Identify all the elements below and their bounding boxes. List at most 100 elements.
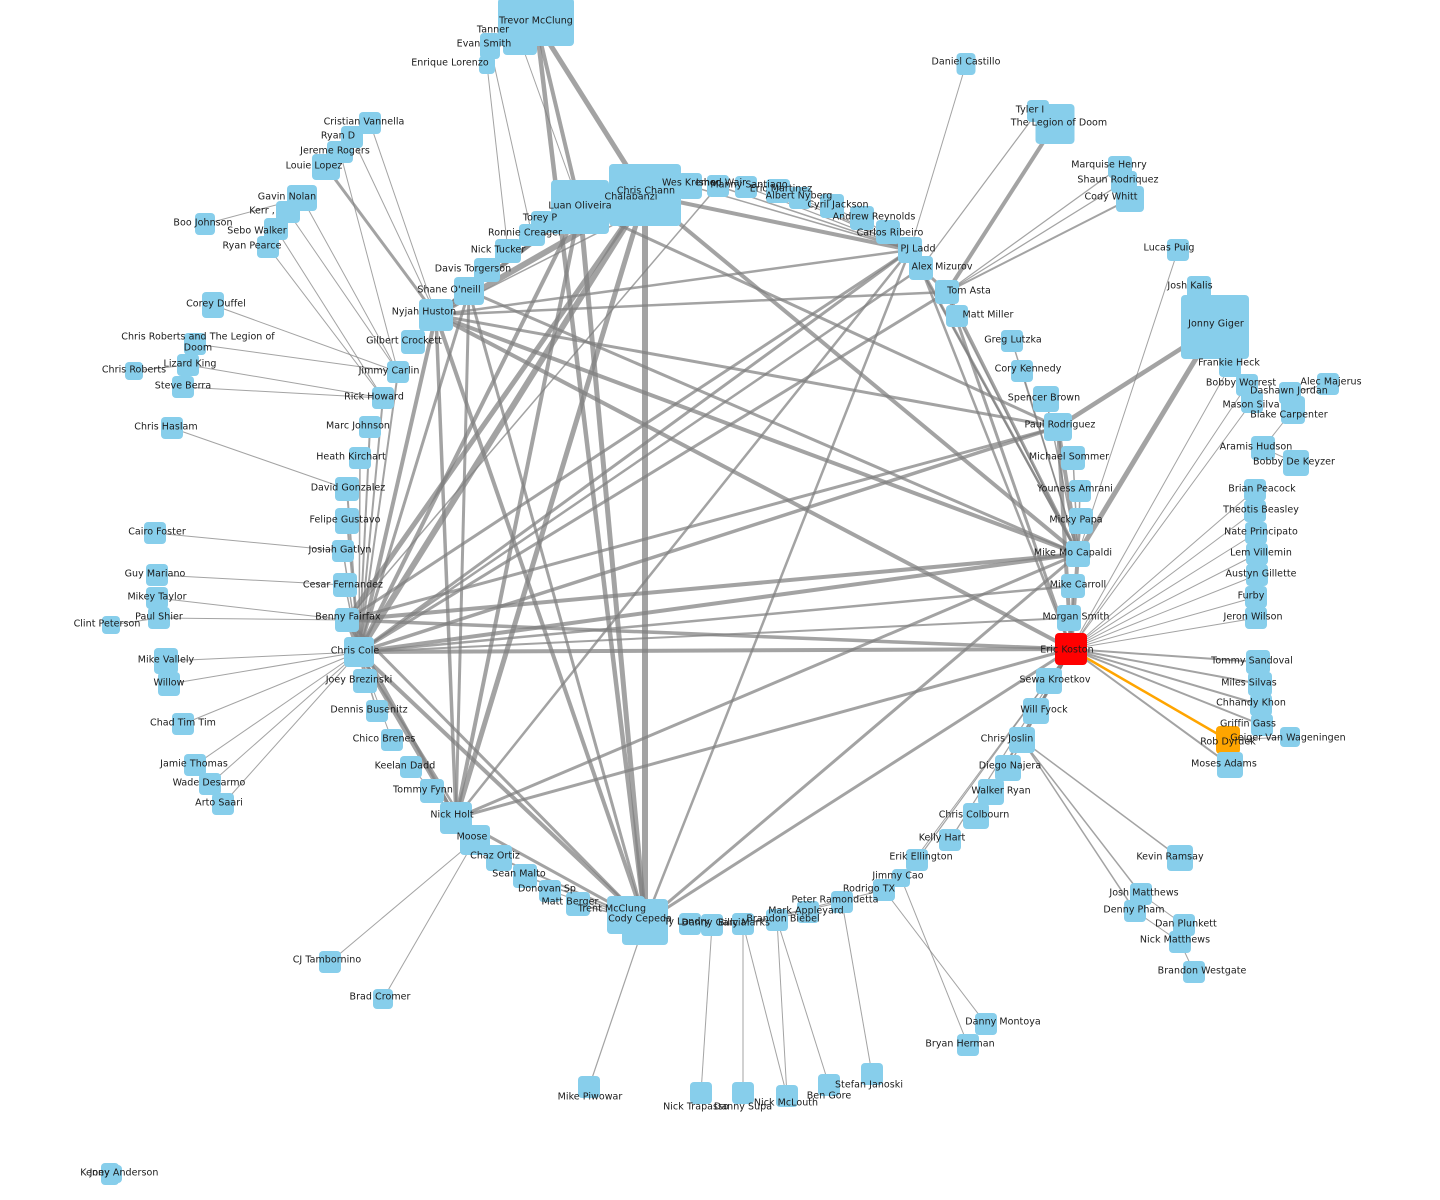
graph-node[interactable] bbox=[161, 417, 183, 439]
graph-node[interactable] bbox=[861, 1063, 883, 1085]
graph-node[interactable] bbox=[963, 803, 989, 829]
graph-node[interactable] bbox=[1216, 726, 1240, 754]
graph-node[interactable] bbox=[1187, 276, 1211, 300]
graph-node[interactable] bbox=[892, 869, 910, 887]
graph-node[interactable] bbox=[1246, 564, 1268, 586]
graph-node[interactable] bbox=[789, 187, 811, 209]
graph-node[interactable] bbox=[312, 154, 340, 180]
graph-node[interactable] bbox=[978, 779, 1004, 805]
graph-node[interactable] bbox=[276, 201, 300, 223]
graph-node[interactable] bbox=[1124, 900, 1146, 922]
graph-node[interactable] bbox=[319, 951, 341, 973]
graph-node[interactable] bbox=[873, 879, 895, 901]
graph-node[interactable] bbox=[359, 112, 381, 134]
graph-node[interactable] bbox=[1130, 883, 1152, 905]
graph-node[interactable] bbox=[400, 756, 422, 778]
graph-node[interactable] bbox=[1219, 355, 1241, 377]
graph-node[interactable] bbox=[909, 256, 933, 280]
graph-node[interactable] bbox=[1011, 360, 1033, 382]
graph-node[interactable] bbox=[1244, 479, 1266, 501]
graph-node[interactable] bbox=[1251, 714, 1273, 736]
graph-node[interactable] bbox=[1061, 446, 1085, 470]
graph-node[interactable] bbox=[366, 700, 388, 722]
graph-node[interactable] bbox=[202, 292, 224, 318]
graph-node[interactable] bbox=[195, 213, 215, 235]
graph-node[interactable] bbox=[1035, 104, 1075, 144]
graph-node[interactable] bbox=[975, 1013, 997, 1035]
graph-node[interactable] bbox=[797, 901, 819, 923]
graph-node[interactable] bbox=[831, 891, 853, 913]
graph-node[interactable] bbox=[1281, 396, 1305, 424]
graph-node[interactable] bbox=[177, 354, 199, 376]
graph-node[interactable] bbox=[876, 220, 900, 244]
graph-node[interactable] bbox=[184, 754, 206, 776]
graph-node[interactable] bbox=[539, 880, 561, 902]
graph-node[interactable] bbox=[381, 729, 403, 751]
graph-node[interactable] bbox=[1069, 508, 1093, 534]
graph-node[interactable] bbox=[766, 909, 788, 931]
graph-node[interactable] bbox=[818, 1074, 840, 1096]
graph-node[interactable] bbox=[264, 218, 288, 240]
graph-node[interactable] bbox=[820, 194, 844, 218]
graph-node[interactable] bbox=[333, 573, 357, 597]
graph-node[interactable] bbox=[776, 1085, 798, 1107]
graph-node[interactable] bbox=[106, 1165, 122, 1183]
graph-node[interactable] bbox=[701, 914, 723, 936]
graph-node[interactable] bbox=[566, 892, 590, 916]
graph-node[interactable] bbox=[707, 175, 729, 197]
graph-node[interactable] bbox=[1001, 330, 1023, 352]
graph-node[interactable] bbox=[372, 387, 394, 409]
graph-node[interactable] bbox=[690, 1082, 712, 1104]
graph-node[interactable] bbox=[401, 330, 425, 354]
graph-node[interactable] bbox=[1069, 480, 1091, 502]
graph-node[interactable] bbox=[1246, 650, 1270, 674]
graph-node[interactable] bbox=[125, 362, 143, 380]
graph-node[interactable] bbox=[1173, 914, 1195, 936]
graph-node[interactable] bbox=[460, 825, 490, 855]
graph-node[interactable] bbox=[1246, 543, 1268, 565]
graph-node[interactable] bbox=[335, 477, 359, 501]
graph-node[interactable] bbox=[906, 849, 928, 871]
graph-node[interactable] bbox=[1057, 605, 1081, 631]
graph-node[interactable] bbox=[766, 179, 790, 203]
graph-node[interactable] bbox=[1251, 436, 1275, 460]
graph-node[interactable] bbox=[622, 899, 668, 945]
graph-node[interactable] bbox=[332, 540, 354, 562]
graph-node[interactable] bbox=[1248, 672, 1272, 696]
graph-node[interactable] bbox=[850, 206, 874, 230]
graph-node[interactable] bbox=[486, 845, 512, 871]
graph-node[interactable] bbox=[513, 864, 537, 888]
graph-node[interactable] bbox=[359, 416, 381, 438]
graph-node[interactable] bbox=[578, 1076, 600, 1098]
graph-node[interactable] bbox=[935, 280, 959, 304]
graph-node[interactable] bbox=[1033, 386, 1059, 412]
graph-node[interactable] bbox=[373, 989, 393, 1009]
graph-node[interactable] bbox=[1167, 239, 1189, 261]
graph-node[interactable] bbox=[420, 779, 444, 803]
graph-node[interactable] bbox=[199, 773, 221, 795]
graph-node[interactable] bbox=[474, 258, 500, 282]
graph-node[interactable] bbox=[732, 913, 754, 935]
graph-node[interactable] bbox=[144, 522, 166, 544]
graph-node[interactable] bbox=[387, 361, 409, 383]
graph-node[interactable] bbox=[353, 669, 377, 693]
graph-node[interactable] bbox=[335, 608, 359, 632]
graph-node[interactable] bbox=[957, 1034, 979, 1056]
graph-node[interactable] bbox=[946, 305, 968, 327]
graph-node[interactable] bbox=[349, 447, 371, 469]
graph-node[interactable] bbox=[1036, 668, 1062, 694]
graph-node[interactable] bbox=[158, 672, 180, 696]
graph-node[interactable] bbox=[503, 25, 537, 55]
graph-node[interactable] bbox=[1023, 698, 1049, 724]
graph-node[interactable] bbox=[479, 56, 495, 74]
graph-node[interactable] bbox=[1217, 752, 1243, 778]
graph-node[interactable] bbox=[735, 176, 757, 198]
graph-node[interactable] bbox=[257, 236, 279, 258]
graph-node[interactable] bbox=[1009, 727, 1035, 753]
graph-node[interactable] bbox=[335, 508, 359, 534]
graph-node[interactable] bbox=[1283, 450, 1309, 476]
graph-node[interactable] bbox=[1245, 586, 1267, 608]
graph-node[interactable] bbox=[956, 53, 976, 75]
graph-node[interactable] bbox=[454, 277, 484, 305]
